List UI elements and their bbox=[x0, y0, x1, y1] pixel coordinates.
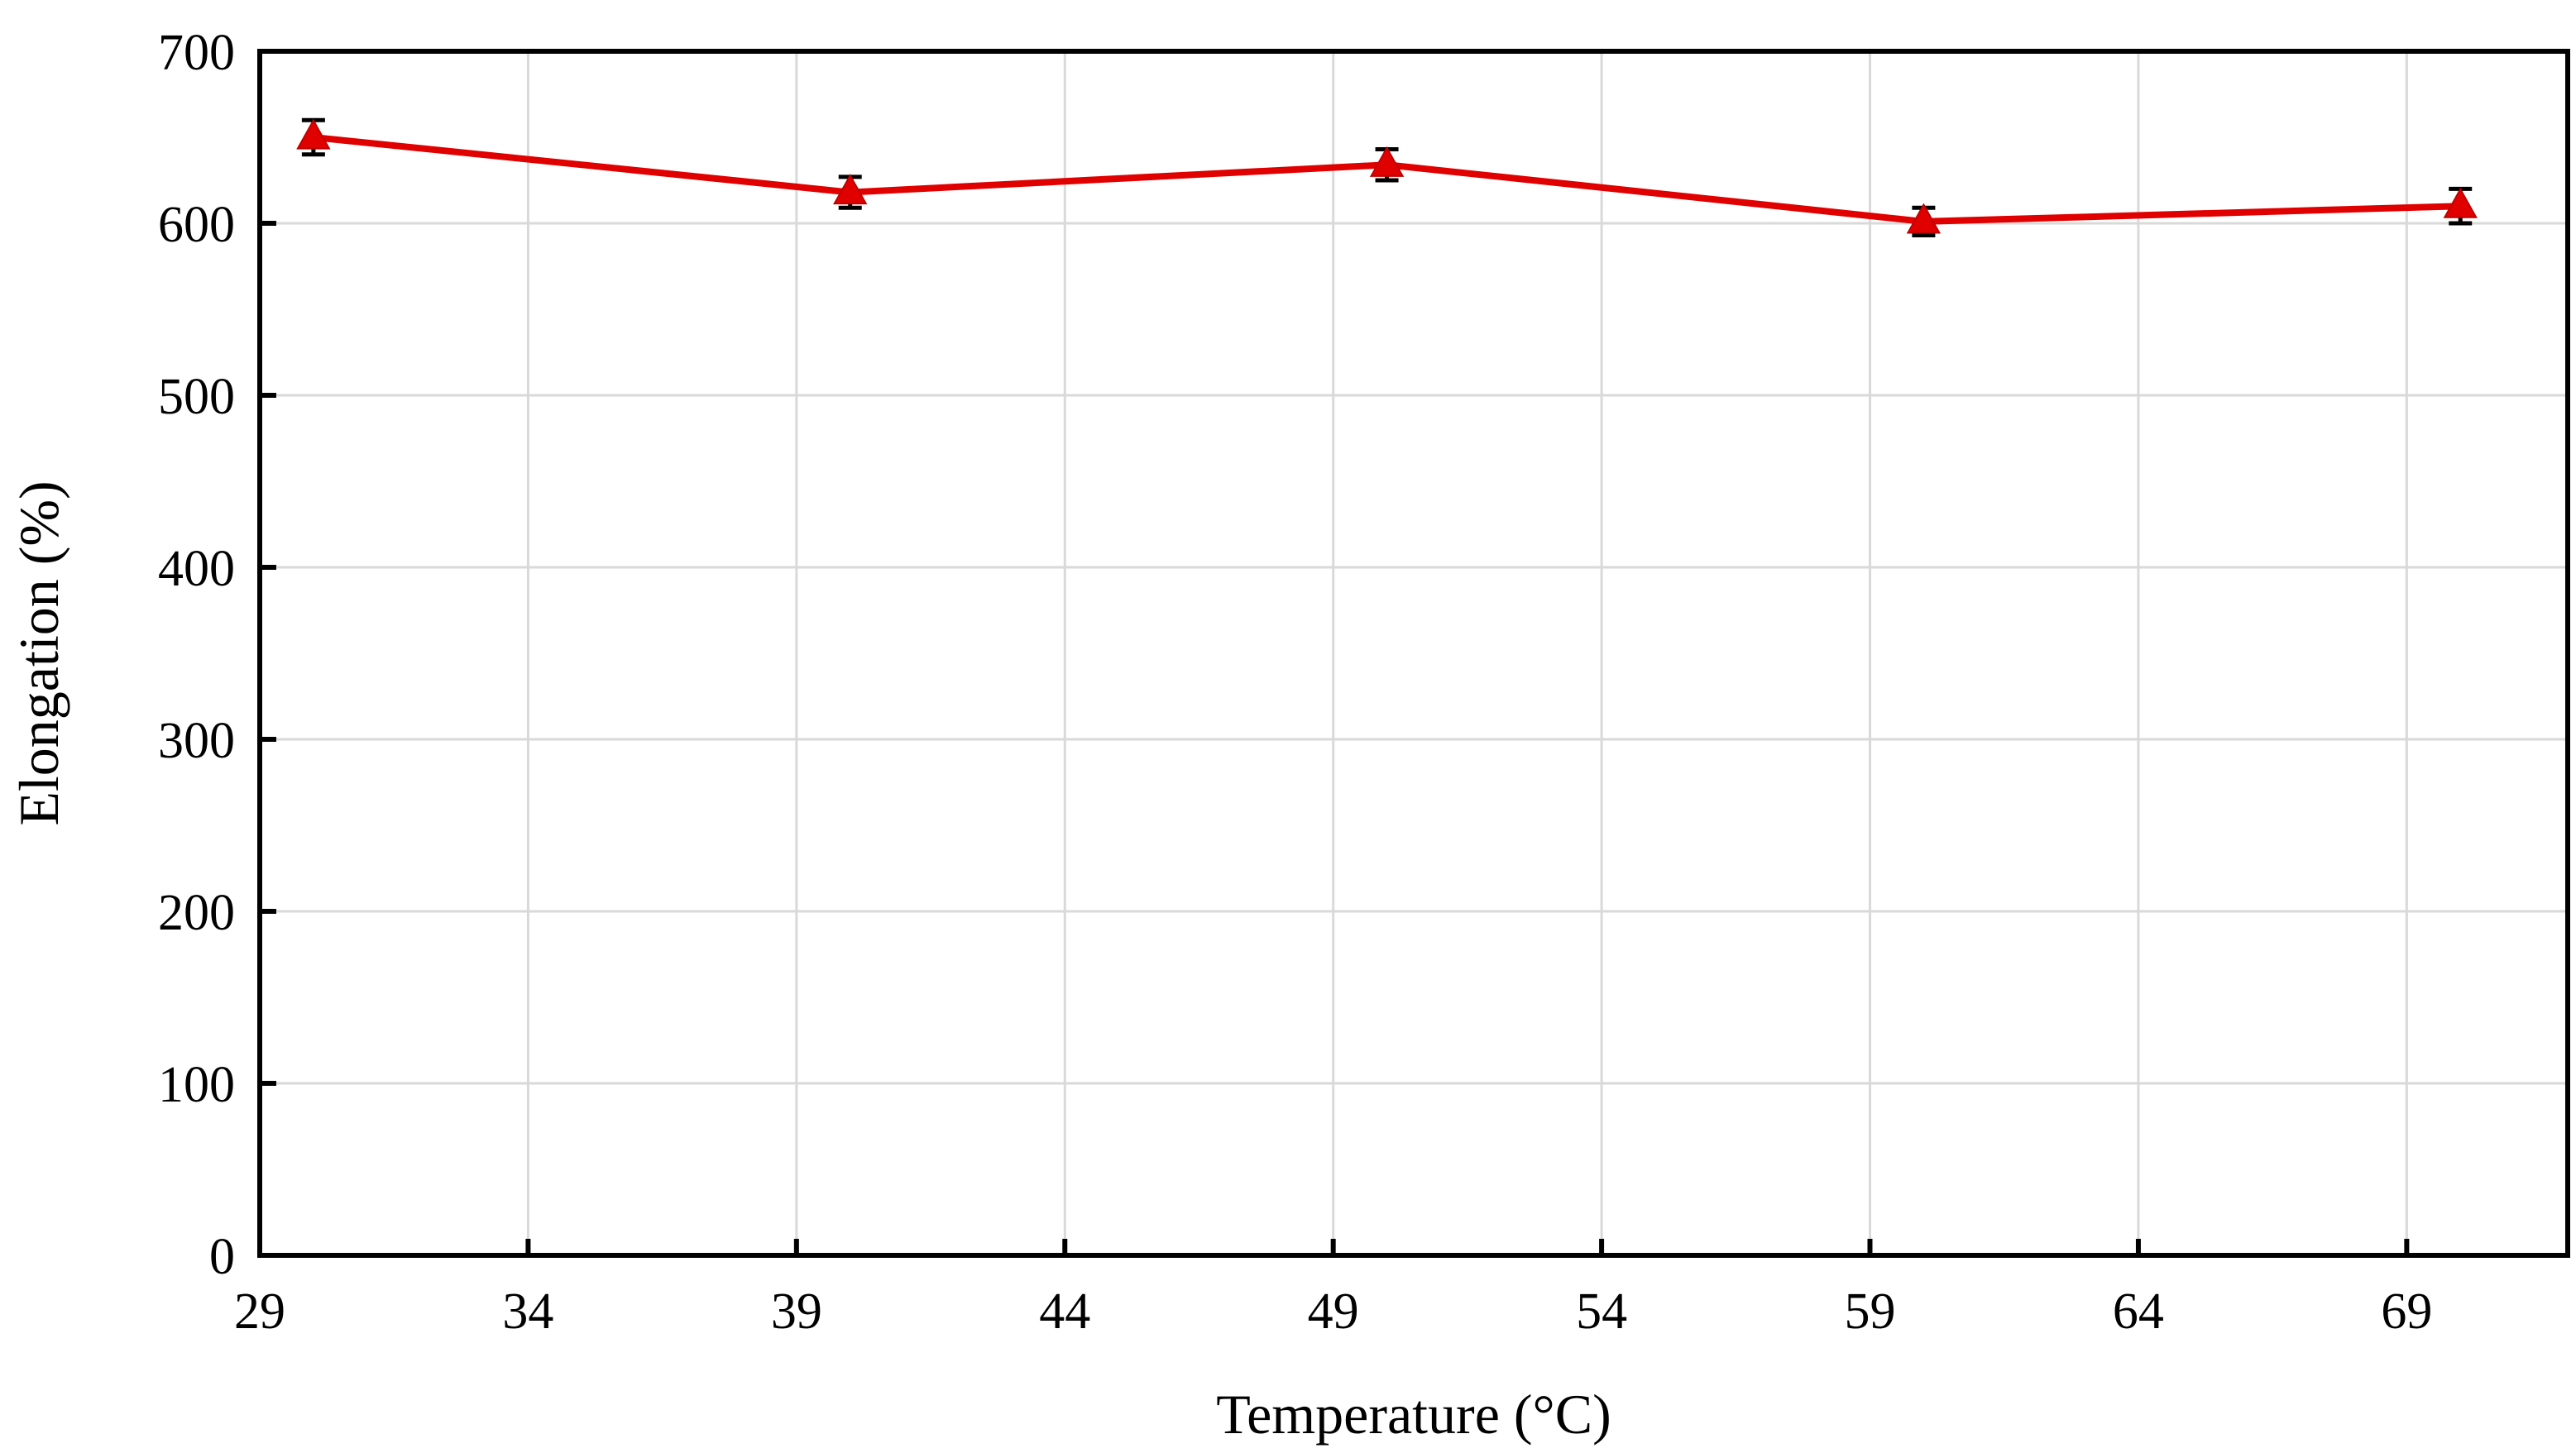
data-point-marker bbox=[1369, 146, 1405, 177]
data-point-marker bbox=[833, 174, 868, 205]
y-tick-label: 100 bbox=[158, 1057, 235, 1113]
tick-labels: 29 34 39 44 49 54 59 64 69 0 100 200 300 400 500 600 700 bbox=[158, 25, 2432, 1340]
plot-frame bbox=[257, 49, 2570, 1258]
y-tick-label: 600 bbox=[158, 197, 235, 253]
data-point-marker bbox=[1906, 203, 1942, 234]
x-tick-label: 59 bbox=[1845, 1283, 1896, 1340]
y-tick-label: 400 bbox=[158, 541, 235, 597]
y-tick-label: 500 bbox=[158, 369, 235, 425]
y-axis-title: Elongation (%) bbox=[7, 480, 70, 825]
x-tick-label: 54 bbox=[1576, 1283, 1627, 1340]
x-axis-title: Temperature (°C) bbox=[1216, 1383, 1611, 1446]
y-tick-label: 200 bbox=[158, 885, 235, 941]
x-tick-label: 64 bbox=[2113, 1283, 2164, 1340]
x-tick-label: 69 bbox=[2381, 1283, 2432, 1340]
y-tick-label: 300 bbox=[158, 713, 235, 769]
y-tick-label: 0 bbox=[209, 1229, 235, 1285]
y-tick-label: 700 bbox=[158, 25, 235, 81]
x-tick-label: 49 bbox=[1308, 1283, 1359, 1340]
x-tick-label: 44 bbox=[1039, 1283, 1090, 1340]
x-tick-label: 29 bbox=[234, 1283, 285, 1340]
data-point-marker bbox=[296, 118, 331, 150]
data-series bbox=[296, 117, 2478, 238]
grid-lines bbox=[260, 51, 2568, 1255]
data-point-marker bbox=[2443, 187, 2478, 218]
x-tick-label: 34 bbox=[502, 1283, 553, 1340]
x-tick-label: 39 bbox=[771, 1283, 822, 1340]
